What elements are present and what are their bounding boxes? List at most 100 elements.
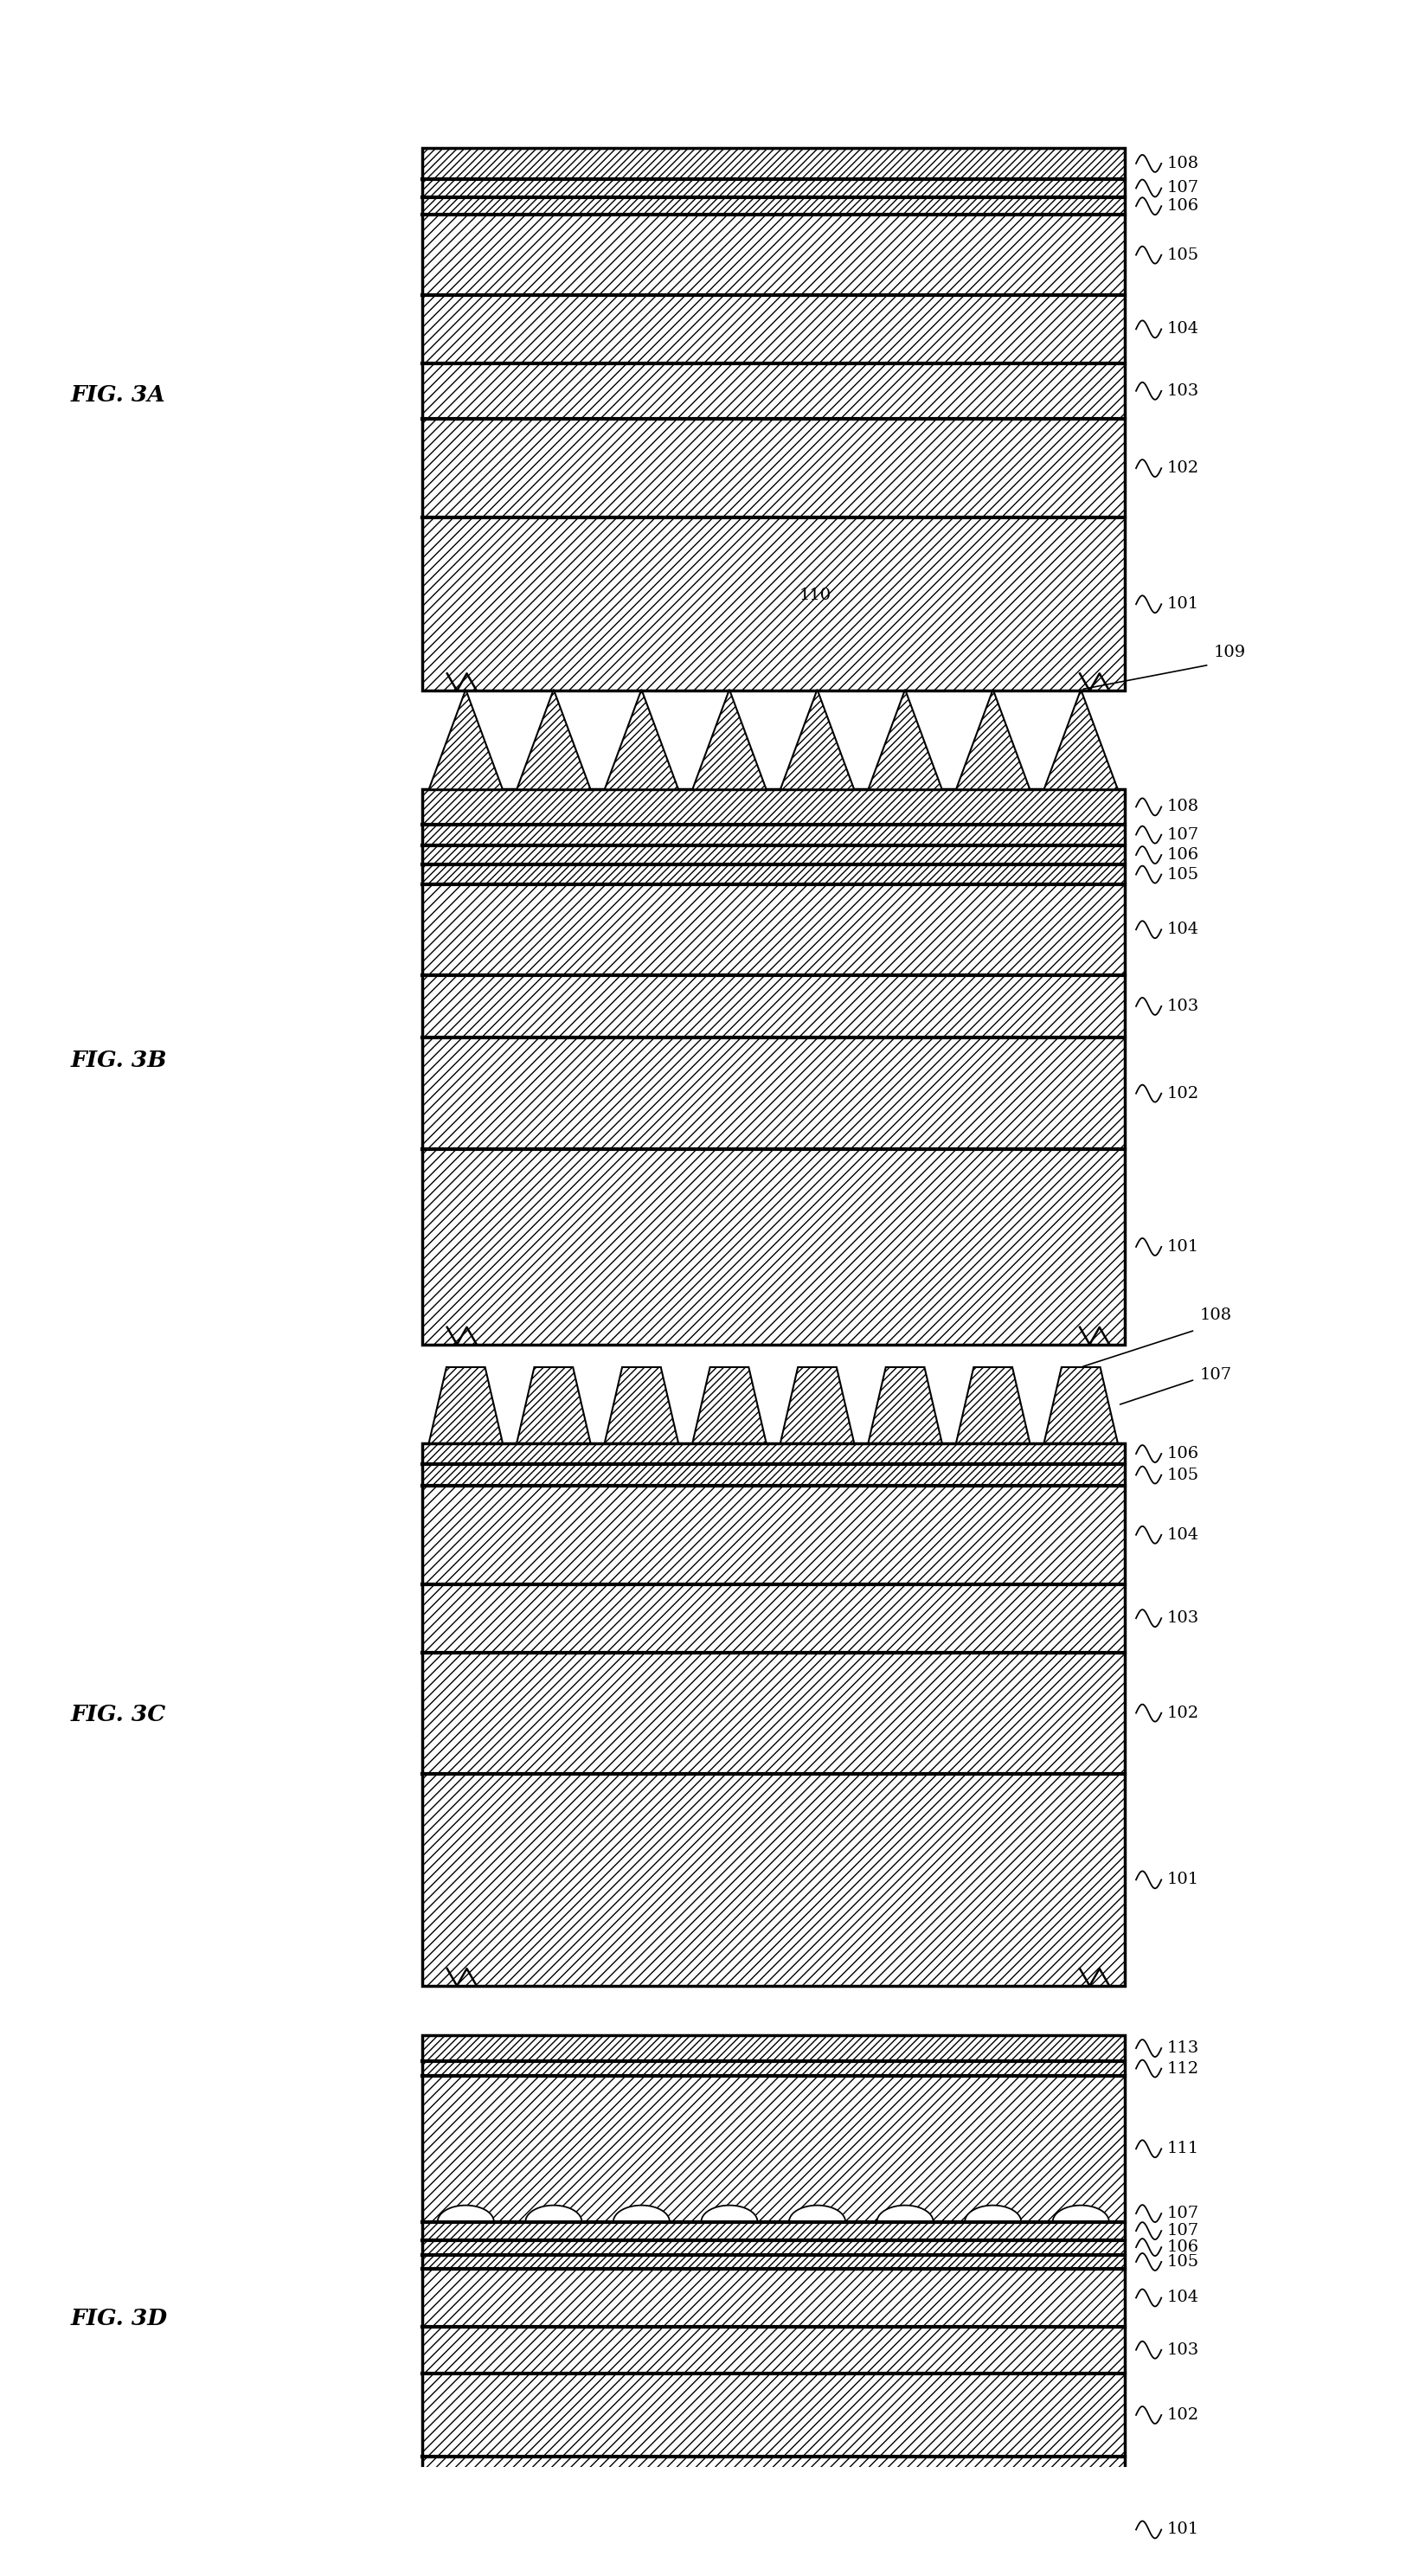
Text: 103: 103 [1167, 999, 1199, 1015]
Bar [422, 1038, 1125, 1149]
Text: FIG. 3B: FIG. 3B [70, 1051, 167, 1072]
Text: 104: 104 [1167, 1528, 1199, 1543]
Bar [422, 788, 1125, 824]
Bar [422, 2254, 1125, 2269]
Text: 102: 102 [1167, 1084, 1199, 1100]
Text: 101: 101 [1167, 598, 1199, 613]
Bar [422, 1651, 1125, 1775]
Text: 110: 110 [800, 587, 831, 603]
Bar [422, 147, 1125, 178]
Text: 105: 105 [1167, 866, 1199, 881]
Polygon shape [869, 1368, 942, 1443]
Text: FIG. 3C: FIG. 3C [70, 1703, 166, 1726]
Polygon shape [693, 690, 766, 788]
Text: 107: 107 [1199, 1368, 1232, 1383]
Polygon shape [605, 1368, 679, 1443]
Text: 106: 106 [1167, 198, 1199, 214]
Text: 105: 105 [1167, 1468, 1199, 1484]
Bar [422, 974, 1125, 1038]
Text: FIG. 3D: FIG. 3D [70, 2308, 167, 2329]
Text: 111: 111 [1167, 2141, 1199, 2156]
Bar [422, 845, 1125, 866]
Text: 108: 108 [1167, 155, 1199, 170]
Polygon shape [517, 1368, 591, 1443]
Bar [422, 518, 1125, 690]
Bar [422, 866, 1125, 884]
Text: 107: 107 [1167, 2223, 1199, 2239]
Polygon shape [877, 2205, 934, 2221]
Text: 109: 109 [1213, 644, 1246, 659]
Bar [422, 1775, 1125, 1986]
Polygon shape [780, 1368, 855, 1443]
Bar [422, 1486, 1125, 1584]
Text: 101: 101 [1167, 1239, 1199, 1255]
Bar [422, 2035, 1125, 2061]
Polygon shape [1043, 1368, 1118, 1443]
Bar [422, 296, 1125, 363]
Polygon shape [702, 2205, 758, 2221]
Bar [422, 198, 1125, 214]
Text: 106: 106 [1167, 1445, 1199, 1461]
Polygon shape [1053, 2205, 1109, 2221]
Bar [422, 214, 1125, 296]
Text: 104: 104 [1167, 2290, 1199, 2306]
Text: 101: 101 [1167, 1873, 1199, 1888]
Polygon shape [693, 1368, 766, 1443]
Bar [422, 1149, 1125, 1345]
Text: 113: 113 [1167, 2040, 1199, 2056]
Text: 102: 102 [1167, 2406, 1199, 2424]
Bar [422, 2221, 1125, 2241]
Text: 104: 104 [1167, 322, 1199, 337]
Text: 103: 103 [1167, 2342, 1199, 2357]
Text: 106: 106 [1167, 848, 1199, 863]
Text: 107: 107 [1167, 180, 1199, 196]
Bar [422, 1463, 1125, 1486]
Text: FIG. 3A: FIG. 3A [70, 384, 166, 404]
Text: 105: 105 [1167, 2254, 1199, 2269]
Polygon shape [780, 690, 855, 788]
Bar [422, 2326, 1125, 2372]
Bar [422, 788, 1125, 1345]
Polygon shape [965, 2205, 1021, 2221]
Polygon shape [437, 2205, 494, 2221]
Bar [422, 2241, 1125, 2254]
Bar [422, 2269, 1125, 2326]
Polygon shape [429, 1368, 503, 1443]
Bar [422, 178, 1125, 198]
Text: 101: 101 [1167, 2522, 1199, 2537]
Text: 103: 103 [1167, 1610, 1199, 1625]
Polygon shape [613, 2205, 669, 2221]
Bar [422, 147, 1125, 690]
Polygon shape [517, 690, 591, 788]
Bar [422, 1443, 1125, 1986]
Text: 108: 108 [1199, 1306, 1232, 1321]
Polygon shape [526, 2205, 582, 2221]
Polygon shape [605, 690, 679, 788]
Bar [422, 2035, 1125, 2576]
Text: 103: 103 [1167, 384, 1199, 399]
Polygon shape [956, 1368, 1029, 1443]
Bar [422, 884, 1125, 974]
Bar [422, 2076, 1125, 2221]
Text: 104: 104 [1167, 922, 1199, 938]
Text: 102: 102 [1167, 1705, 1199, 1721]
Text: 105: 105 [1167, 247, 1199, 263]
Bar [422, 2372, 1125, 2458]
Bar [422, 1443, 1125, 1463]
Text: 106: 106 [1167, 2239, 1199, 2254]
Bar [422, 1584, 1125, 1651]
Text: 107: 107 [1167, 827, 1199, 842]
Bar [422, 2458, 1125, 2576]
Bar [422, 420, 1125, 518]
Polygon shape [869, 690, 942, 788]
Text: 102: 102 [1167, 461, 1199, 477]
Polygon shape [956, 690, 1029, 788]
Text: 112: 112 [1167, 2061, 1199, 2076]
Bar [422, 363, 1125, 420]
Polygon shape [429, 690, 503, 788]
Polygon shape [789, 2205, 845, 2221]
Text: 107: 107 [1167, 2205, 1199, 2221]
Bar [422, 824, 1125, 845]
Polygon shape [1043, 690, 1118, 788]
Text: 108: 108 [1167, 799, 1199, 814]
